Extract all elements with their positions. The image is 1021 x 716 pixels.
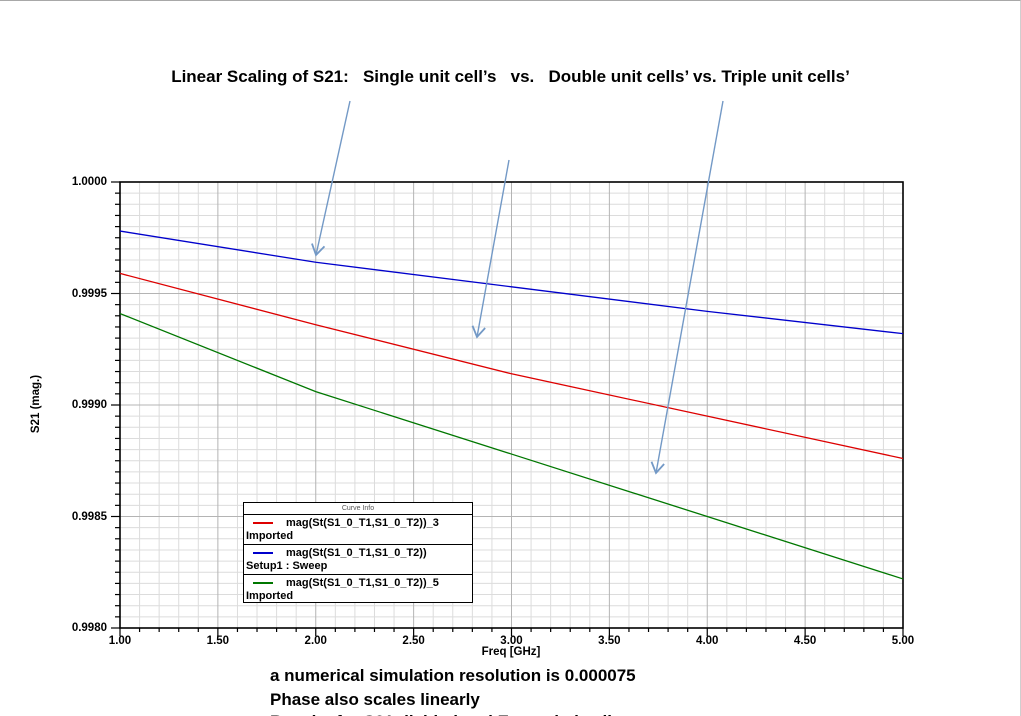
- legend-entry-2[interactable]: mag(St(S1_0_T1,S1_0_T2))_5 Imported: [244, 575, 472, 604]
- caption-resolution: a numerical simulation resolution is 0.0…: [270, 666, 636, 685]
- y-tick-label: 0.9980: [71, 622, 107, 634]
- x-tick-label: 4.50: [793, 635, 817, 647]
- x-tick-label: 2.00: [304, 635, 327, 647]
- y-axis-title: S21 (mag.): [30, 374, 42, 434]
- legend[interactable]: Curve Info mag(St(S1_0_T1,S1_0_T2))_3 Imp…: [243, 502, 473, 603]
- legend-curve-source: Setup1 : Sweep: [246, 560, 328, 572]
- legend-swatch-icon: [253, 551, 273, 554]
- y-tick-label: 0.9995: [71, 287, 107, 300]
- curve-0: [119, 272, 904, 460]
- single-unit-cell-arrow: [311, 100, 351, 257]
- legend-title: Curve Info: [244, 503, 472, 515]
- x-tick-label: 1.50: [206, 635, 230, 647]
- x-tick-label: 3.50: [598, 635, 621, 647]
- y-tick-label: 1.0000: [71, 176, 107, 188]
- legend-curve-source: Imported: [246, 590, 294, 602]
- legend-curve-source: Imported: [246, 530, 294, 542]
- x-tick-label: 2.50: [402, 635, 425, 647]
- clipped-caption: Results for S21 divided and Expanded cel…: [270, 713, 621, 716]
- x-axis-title: Freq [GHz]: [481, 646, 541, 658]
- legend-swatch-icon: [253, 581, 273, 584]
- legend-entry-1[interactable]: mag(St(S1_0_T1,S1_0_T2)) Setup1 : Sweep: [244, 545, 472, 575]
- page-title: Linear Scaling of S21: Single unit cell’…: [171, 67, 850, 86]
- x-tick-label: 4.00: [696, 635, 719, 647]
- legend-curve-name: mag(St(S1_0_T1,S1_0_T2))_5: [286, 576, 439, 589]
- y-tick-label: 0.9990: [71, 399, 107, 411]
- x-tick-label: 1.00: [108, 635, 132, 647]
- legend-swatch-icon: [253, 521, 273, 524]
- legend-entries: mag(St(S1_0_T1,S1_0_T2))_3 Imported mag(St…: [244, 515, 472, 604]
- legend-entry-0[interactable]: mag(St(S1_0_T1,S1_0_T2))_3 Imported: [244, 515, 472, 545]
- curve-2: [119, 312, 904, 580]
- x-tick-label: 5.00: [891, 635, 915, 647]
- caption-phase: Phase also scales linearly: [270, 690, 480, 709]
- double-unit-cells-arrow: [471, 159, 510, 339]
- legend-curve-name: mag(St(S1_0_T1,S1_0_T2))_3: [286, 516, 439, 529]
- y-tick-label: 0.9985: [71, 510, 107, 523]
- triple-unit-cells-arrow: [650, 100, 724, 475]
- curve-1: [119, 230, 904, 335]
- x-tick-label: 3.00: [500, 635, 523, 647]
- legend-curve-name: mag(St(S1_0_T1,S1_0_T2)): [286, 546, 427, 559]
